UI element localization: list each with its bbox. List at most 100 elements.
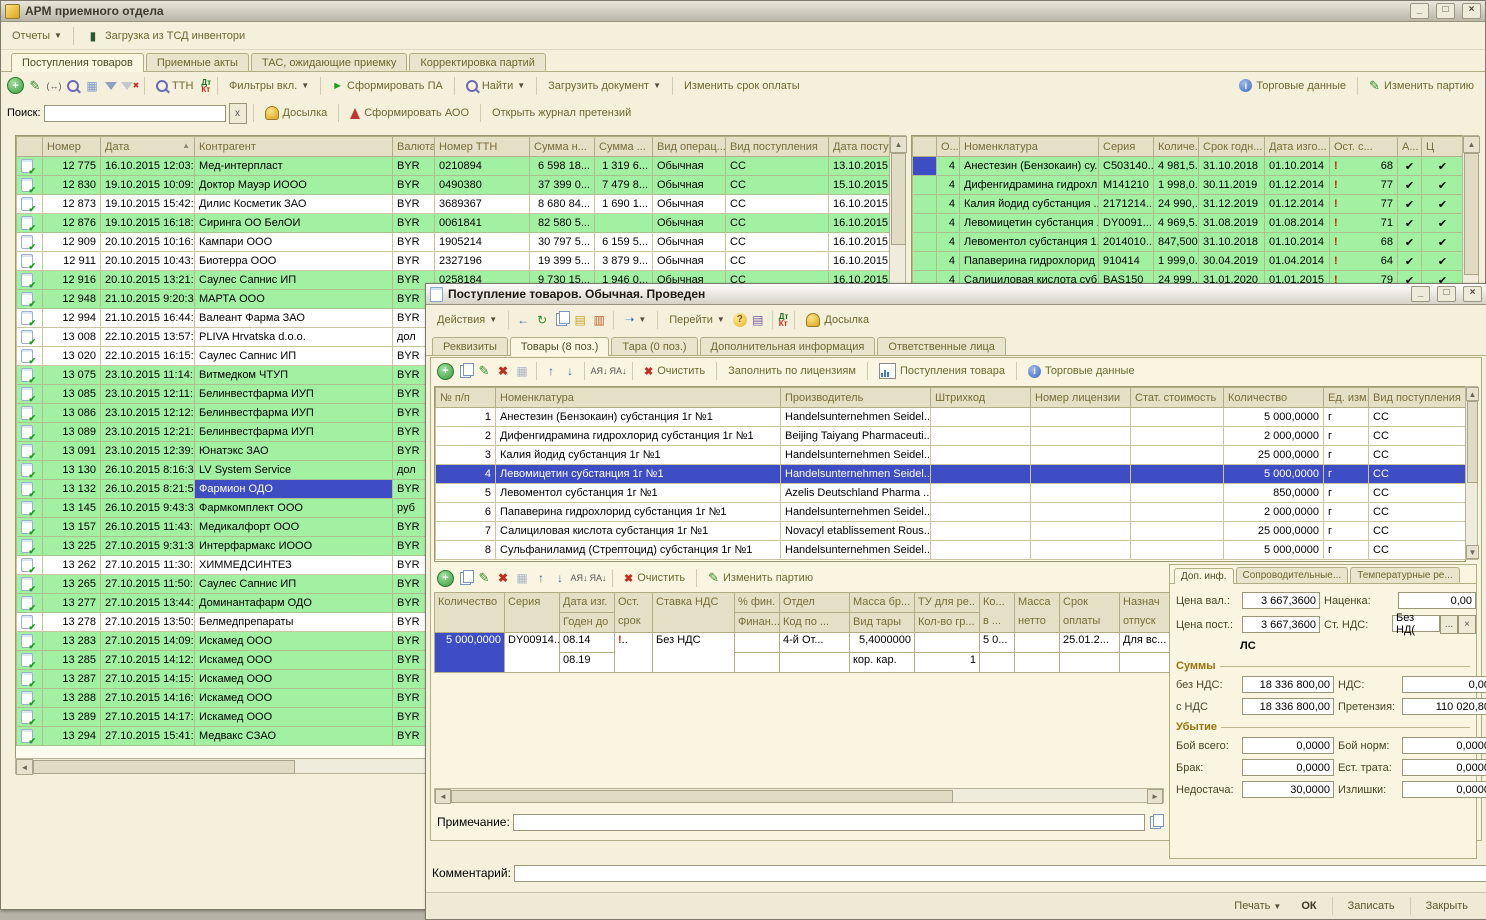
fill-by-licenses-button[interactable]: Заполнить по лицензиям (723, 362, 861, 380)
column-header[interactable]: Сумма ... (595, 137, 653, 157)
column-header[interactable]: Контрагент (195, 137, 393, 157)
price-currency-field[interactable]: 3 667,3600 (1242, 592, 1320, 609)
column-header[interactable]: Номер (43, 137, 101, 157)
column-header[interactable]: Номер лицензии (1031, 388, 1131, 408)
change-batch-button[interactable]: ✎Изменить партию (1364, 75, 1479, 97)
back-icon[interactable]: ← (515, 312, 531, 328)
best-before-cell[interactable]: 08.19 (560, 653, 615, 673)
fin-cell[interactable] (735, 633, 780, 653)
vat-ellipsis-button[interactable]: ... (1440, 615, 1458, 634)
col-quantity[interactable]: Количество (435, 593, 505, 633)
column-header[interactable]: Вид операц... (653, 137, 726, 157)
tsd-load-button[interactable]: ▮Загрузка из ТСД инвентори (80, 25, 250, 47)
column-header[interactable]: Штрихкод (931, 388, 1031, 408)
purpose-cell[interactable]: Для вс... (1120, 633, 1170, 653)
tab-batch-correction[interactable]: Корректировка партий (409, 53, 546, 71)
loss-field[interactable]: 0,0000 (1402, 737, 1486, 754)
change-due-date-button[interactable]: Изменить срок оплаты (679, 77, 805, 95)
column-header[interactable]: Сумма н... (530, 137, 595, 157)
vat-rate-cell[interactable]: Без НДС (653, 633, 735, 673)
delete-icon[interactable]: ✖ (495, 363, 511, 379)
sort-za-icon[interactable]: ЯА↓ (610, 363, 626, 379)
refresh-icon[interactable]: ↻ (534, 312, 550, 328)
dosylka-button[interactable]: Досылка (260, 103, 333, 123)
comment-input[interactable] (514, 865, 1486, 882)
move-down-icon[interactable]: ↓ (562, 363, 578, 379)
tare-kind-cell[interactable]: кор. кар. (850, 653, 915, 673)
edit-icon[interactable]: ✎ (27, 78, 43, 94)
column-header[interactable]: О... (937, 137, 960, 157)
table-row[interactable]: 12 90920.10.2015 10:16:...Кампари ОООBYR… (17, 233, 891, 252)
table-row[interactable]: 4Левоментол субстанция 1...2014010...847… (913, 233, 1464, 252)
send-icon[interactable]: ➝▼ (620, 310, 651, 329)
vat-clear-button[interactable]: × (1458, 615, 1476, 634)
dialog-minimize-button[interactable]: _ (1411, 286, 1430, 302)
dosylka-button[interactable]: Досылка (801, 310, 874, 330)
column-header[interactable]: Вид поступления (726, 137, 829, 157)
table-row[interactable]: 4Левомицетин субстанция ...DY0091...4 96… (913, 214, 1464, 233)
scroll-up-icon[interactable]: ▲ (1463, 136, 1480, 153)
scroll-up-icon[interactable]: ▲ (1466, 387, 1479, 401)
goods-table[interactable]: № п/пНоменклатураПроизводительШтрихкодНо… (434, 386, 1466, 562)
move-up-icon[interactable]: ↑ (533, 570, 549, 586)
column-header[interactable]: Дата посту (829, 137, 891, 157)
column-header[interactable]: А... (1398, 137, 1422, 157)
tab-requisites[interactable]: Реквизиты (432, 337, 508, 355)
save-button[interactable]: Записать (1340, 898, 1403, 914)
tab-responsible[interactable]: Ответственные лица (877, 337, 1006, 355)
goods-receipts-button[interactable]: Поступления товара (874, 360, 1010, 382)
col-vat-rate[interactable]: Ставка НДС (653, 593, 735, 633)
trade-data-button[interactable]: iТорговые данные (1023, 362, 1140, 381)
interval-icon[interactable]: (↔) (46, 78, 62, 94)
add-icon[interactable]: + (437, 570, 454, 587)
maximize-button[interactable]: □ (1436, 3, 1455, 19)
column-header[interactable]: № п/п (436, 388, 496, 408)
column-header[interactable]: Номер ТТН (435, 137, 530, 157)
column-header[interactable]: Стат. стоимость (1131, 388, 1224, 408)
column-header[interactable]: Номенклатура (960, 137, 1099, 157)
tab-accompanying[interactable]: Сопроводительные... (1236, 567, 1349, 583)
loss-field[interactable]: 0,0000 (1242, 737, 1334, 754)
sum-no-vat-field[interactable]: 18 336 800,00 (1242, 676, 1334, 693)
form-pa-button[interactable]: ►Сформировать ПА (327, 77, 448, 95)
department-cell[interactable]: 4-й От... (780, 633, 850, 653)
copy-icon[interactable] (553, 312, 569, 328)
rest-term-cell[interactable]: !.. (615, 633, 653, 673)
column-header[interactable]: Производитель (781, 388, 931, 408)
column-header[interactable]: Ед. изм. (1324, 388, 1369, 408)
edit-icon[interactable]: ✎ (476, 363, 492, 379)
col-series[interactable]: Серия (505, 593, 560, 633)
fin-code-cell[interactable] (735, 653, 780, 673)
tab-tare[interactable]: Тара (0 поз.) (611, 337, 697, 355)
table-row[interactable]: 8Сульфаниламид (Стрептоцид) субстанция 1… (436, 541, 1466, 560)
search-input[interactable] (44, 105, 226, 122)
col-gross-mass[interactable]: Масса бр...Вид тары (850, 593, 915, 633)
actions-menu[interactable]: Действия▼ (432, 311, 502, 329)
table-row[interactable]: 12 87619.10.2015 16:18:...Сиринга ОО Бел… (17, 214, 891, 233)
sum-vat-field[interactable]: 0,00 (1402, 676, 1486, 693)
tu-cell[interactable] (915, 633, 980, 653)
series-row[interactable]: 5 000,0000 DY00914... 08.14 !.. Без НДС … (435, 633, 1170, 653)
ok-button[interactable]: ОК (1293, 898, 1324, 914)
scroll-right-icon[interactable]: ► (1147, 789, 1163, 804)
post-document-icon[interactable]: ▤ (572, 312, 588, 328)
due-date-cell[interactable]: 25.01.2... (1060, 633, 1120, 653)
table-row[interactable]: 4Дифенгидрамина гидрохл...М1412101 998,0… (913, 176, 1464, 195)
tare-count-cell[interactable]: 1 (915, 653, 980, 673)
column-header[interactable]: Номенклатура (496, 388, 781, 408)
col-tu[interactable]: ТУ для ре...Кол-во гр... (915, 593, 980, 633)
col-rest-term[interactable]: Ост.срок (615, 593, 653, 633)
table-row[interactable]: 5Левоментол субстанция 1г №1Azelis Deuts… (436, 484, 1466, 503)
unpost-document-icon[interactable]: ▥ (591, 312, 607, 328)
scroll-down-icon[interactable]: ▼ (1466, 545, 1479, 559)
column-header[interactable]: Дата изго... (1265, 137, 1330, 157)
loss-field[interactable]: 30,0000 (1242, 781, 1334, 798)
search-clear-button[interactable]: x (229, 103, 247, 124)
column-header[interactable]: Количе... (1154, 137, 1199, 157)
loss-field[interactable]: 0,0000 (1402, 759, 1486, 776)
sum-with-vat-field[interactable]: 18 336 800,00 (1242, 698, 1334, 715)
tab-additional[interactable]: Доп. инф. (1174, 568, 1234, 584)
claim-field[interactable]: 110 020,80 (1402, 698, 1486, 715)
quantity-cell[interactable]: 5 000,0000 (435, 633, 505, 673)
dialog-close-button[interactable]: × (1463, 286, 1482, 302)
